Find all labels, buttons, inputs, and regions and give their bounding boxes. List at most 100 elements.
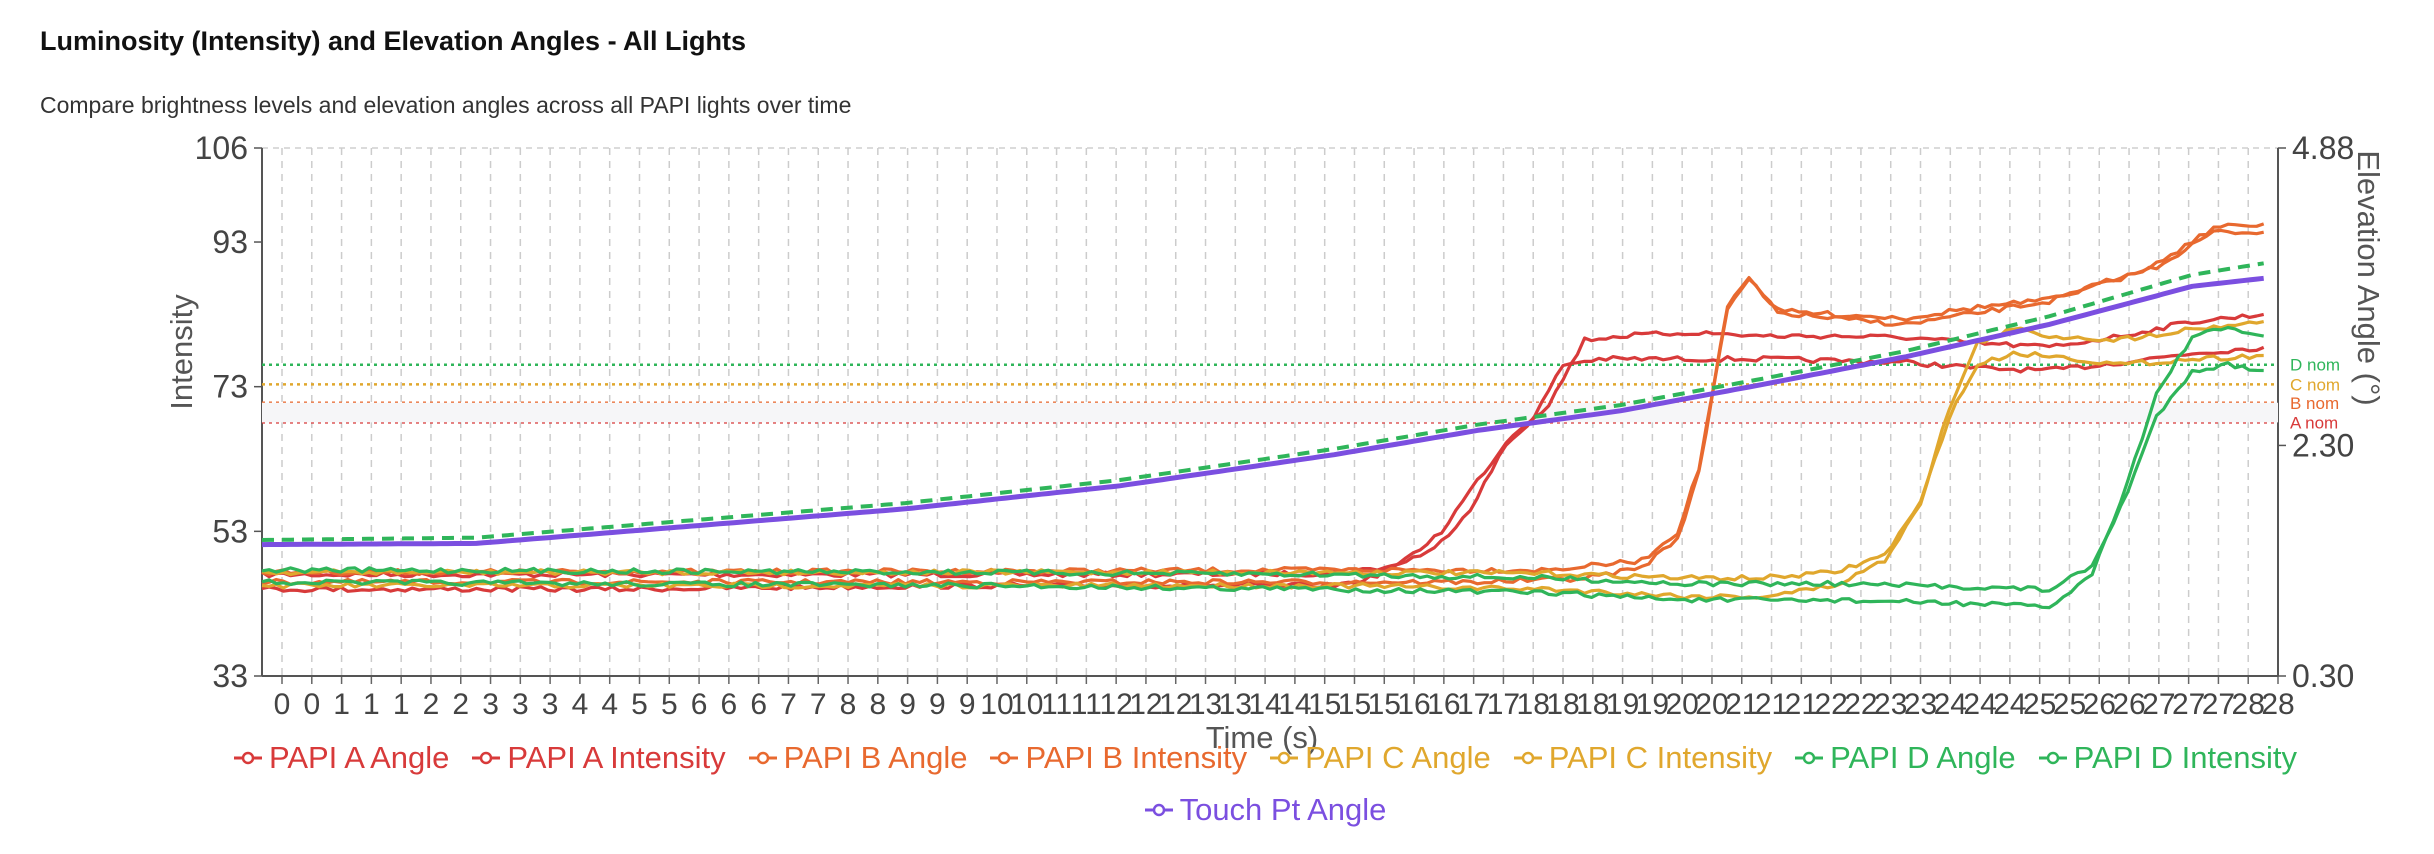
x-tick-label: 16 (1397, 688, 1430, 721)
x-tick-label: 17 (1487, 688, 1520, 721)
x-tick-label: 0 (274, 688, 291, 721)
nominal-band (262, 402, 2278, 423)
x-tick-label: 18 (1517, 688, 1550, 721)
series-line (261, 275, 2264, 548)
x-tick-label: 20 (1665, 688, 1698, 721)
x-tick-label: 21 (1785, 688, 1818, 721)
legend-item[interactable]: PAPI B Intensity (989, 740, 1247, 776)
legend-item[interactable]: PAPI D Intensity (2038, 740, 2297, 776)
series-line (261, 261, 2265, 542)
x-tick-label: 10 (980, 688, 1013, 721)
x-tick-label: 20 (1695, 688, 1728, 721)
x-tick-label: 4 (601, 688, 618, 721)
reference-line-label: D nom (2290, 356, 2340, 375)
y2-axis-label: Elevation Angle (°) (2351, 150, 2386, 405)
y-tick-label: 93 (212, 224, 248, 260)
legend-label: Touch Pt Angle (1179, 792, 1387, 827)
legend-label: PAPI D Angle (1830, 740, 2016, 775)
x-tick-label: 15 (1308, 688, 1341, 721)
x-tick-label: 27 (2142, 688, 2175, 721)
chart-subtitle: Compare brightness levels and elevation … (40, 92, 852, 118)
x-tick-label: 1 (393, 688, 410, 721)
legend-label: PAPI B Intensity (1025, 740, 1248, 775)
x-axis-label: Time (s) (1206, 720, 1319, 755)
legend-swatch-icon (1795, 751, 1824, 765)
y-tick-label: 53 (212, 513, 248, 549)
x-tick-label: 7 (810, 688, 827, 721)
legend-swatch-icon (990, 751, 1019, 765)
x-tick-label: 18 (1546, 688, 1579, 721)
x-tick-label: 2 (423, 688, 440, 721)
legend-label: PAPI A Angle (268, 740, 450, 775)
x-tick-label: 25 (2053, 688, 2086, 721)
x-tick-label: 9 (929, 688, 946, 721)
x-tick-label: 13 (1219, 688, 1252, 721)
y-tick-label: 106 (195, 130, 248, 166)
x-tick-label: 28 (2261, 688, 2294, 721)
y-axis-label: Intensity (164, 294, 199, 410)
x-tick-label: 21 (1755, 688, 1788, 721)
x-tick-label: 10 (1010, 688, 1043, 721)
x-tick-label: 9 (899, 688, 916, 721)
x-tick-label: 5 (631, 688, 648, 721)
x-tick-label: 23 (1904, 688, 1937, 721)
x-tick-label: 6 (721, 688, 738, 721)
x-tick-label: 8 (840, 688, 857, 721)
x-tick-label: 0 (303, 688, 320, 721)
x-tick-label: 13 (1189, 688, 1222, 721)
x-tick-label: 3 (542, 688, 559, 721)
x-tick-label: 26 (2112, 688, 2145, 721)
series-line (261, 361, 2264, 593)
x-tick-label: 23 (1874, 688, 1907, 721)
legend-item[interactable]: Touch Pt Angle (1144, 792, 1387, 828)
x-tick-label: 19 (1636, 688, 1669, 721)
legend-label: PAPI D Intensity (2073, 740, 2298, 775)
x-tick-label: 6 (750, 688, 767, 721)
x-tick-label: 2 (452, 688, 469, 721)
x-tick-label: 15 (1368, 688, 1401, 721)
x-tick-label: 22 (1844, 688, 1877, 721)
x-tick-label: 6 (691, 688, 708, 721)
x-tick-label: 12 (1099, 688, 1132, 721)
legend-label: PAPI B Angle (783, 740, 968, 775)
x-tick-label: 27 (2172, 688, 2205, 721)
legend-label: PAPI C Angle (1305, 740, 1491, 775)
reference-line-label: C nom (2290, 375, 2340, 394)
x-tick-label: 1 (363, 688, 380, 721)
x-tick-label: 9 (959, 688, 976, 721)
legend-item[interactable]: PAPI B Angle (748, 740, 968, 776)
x-tick-label: 24 (1934, 688, 1967, 721)
legend-item[interactable]: PAPI A Angle (233, 740, 449, 776)
x-tick-label: 16 (1427, 688, 1460, 721)
x-tick-label: 27 (2202, 688, 2235, 721)
x-tick-label: 26 (2083, 688, 2116, 721)
y-tick-label: 33 (212, 658, 248, 694)
x-tick-label: 28 (2232, 688, 2265, 721)
y2-tick-label: 2.30 (2292, 427, 2354, 463)
chart-svg: 0 0 1 1 1 2 2 3 3 3 4 4 5 5 6 6 6 7 7 8 8 9 9 9 1010111112121213… (164, 130, 2386, 755)
x-tick-label: 19 (1606, 688, 1639, 721)
x-tick-label: 4 (572, 688, 589, 721)
series-line (261, 312, 2265, 594)
legend-item[interactable]: PAPI C Intensity (1513, 740, 1772, 776)
legend-item[interactable]: PAPI A Intensity (471, 740, 726, 776)
x-tick-label: 24 (1963, 688, 1996, 721)
legend-item[interactable]: PAPI C Angle (1269, 740, 1491, 776)
x-tick-label: 12 (1159, 688, 1192, 721)
legend-label: PAPI A Intensity (507, 740, 726, 775)
x-tick-label: 22 (1814, 688, 1847, 721)
legend-swatch-icon (1513, 751, 1542, 765)
x-tick-label: 7 (780, 688, 797, 721)
legend-swatch-icon (2038, 751, 2067, 765)
x-tick-label: 3 (482, 688, 499, 721)
legend-swatch-icon (233, 751, 262, 765)
x-tick-label: 24 (1993, 688, 2026, 721)
legend-swatch-icon (472, 751, 501, 765)
x-tick-label: 14 (1278, 688, 1311, 721)
x-tick-label: 15 (1338, 688, 1371, 721)
series-line (261, 325, 2264, 610)
x-tick-label: 8 (869, 688, 886, 721)
legend-item[interactable]: PAPI D Angle (1794, 740, 2016, 776)
x-tick-label: 18 (1576, 688, 1609, 721)
x-tick-label: 12 (1129, 688, 1162, 721)
